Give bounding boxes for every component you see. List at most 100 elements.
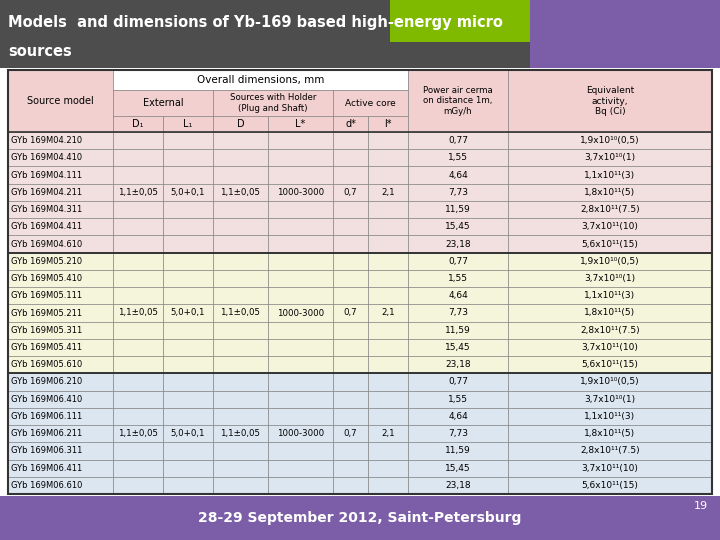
Text: 3,7x10¹⁰(1): 3,7x10¹⁰(1) [585,274,636,283]
Text: 3,7x10¹¹(10): 3,7x10¹¹(10) [582,343,639,352]
Bar [113,166,163,184]
Bar [333,305,368,322]
Text: L*: L* [295,119,305,129]
Bar [113,218,163,235]
Bar [333,184,368,201]
Text: Source model: Source model [27,96,94,106]
Bar [333,477,368,494]
Text: 5,0+0,1: 5,0+0,1 [171,188,205,197]
Bar [113,70,408,90]
Bar [8,70,113,132]
Bar [368,132,408,149]
Bar [368,390,408,408]
Text: 1000-3000: 1000-3000 [277,188,324,197]
Bar [163,356,213,373]
Bar [333,339,368,356]
Text: 5,6x10¹¹(15): 5,6x10¹¹(15) [582,360,639,369]
Bar [163,305,213,322]
Bar [268,132,333,149]
Text: GYb 169M05.210: GYb 169M05.210 [11,257,82,266]
Text: 1,9x10¹⁰(0,5): 1,9x10¹⁰(0,5) [580,257,640,266]
Bar [113,149,163,166]
Text: 1000-3000: 1000-3000 [277,429,324,438]
Bar [213,425,268,442]
Bar [390,42,530,68]
Bar [163,408,213,425]
Bar [333,287,368,305]
Text: 5,6x10¹¹(15): 5,6x10¹¹(15) [582,481,639,490]
Bar [213,322,268,339]
Text: 23,18: 23,18 [445,481,471,490]
Bar [8,322,113,339]
Bar [8,149,113,166]
Bar [333,253,368,270]
Text: sources: sources [8,44,72,59]
Bar [8,305,113,322]
Bar [113,116,163,132]
Text: GYb 169M05.410: GYb 169M05.410 [11,274,82,283]
Bar [333,425,368,442]
Text: 3,7x10¹¹(10): 3,7x10¹¹(10) [582,464,639,472]
Text: 3,7x10¹¹(10): 3,7x10¹¹(10) [582,222,639,231]
Bar [113,201,163,218]
Bar [508,390,712,408]
Bar [508,425,712,442]
Bar [268,253,333,270]
Text: 0,7: 0,7 [343,308,357,318]
Text: 0,7: 0,7 [343,429,357,438]
Bar [268,287,333,305]
Bar [408,218,508,235]
Bar [408,184,508,201]
Bar [333,132,368,149]
Bar [113,305,163,322]
Text: 15,45: 15,45 [445,222,471,231]
Bar [508,442,712,460]
Bar [213,132,268,149]
Bar [268,390,333,408]
Text: 1,1x10¹¹(3): 1,1x10¹¹(3) [585,412,636,421]
Bar [213,408,268,425]
Bar [508,132,712,149]
Bar [113,477,163,494]
Text: 1,55: 1,55 [448,153,468,163]
Bar [8,339,113,356]
Text: GYb 169M06.311: GYb 169M06.311 [11,447,82,455]
Bar [408,253,508,270]
Bar [268,218,333,235]
Bar [113,442,163,460]
Text: GYb 169M04.111: GYb 169M04.111 [11,171,82,180]
Bar [213,116,268,132]
Bar [163,253,213,270]
Text: 2,8x10¹¹(7.5): 2,8x10¹¹(7.5) [580,205,640,214]
Bar [368,339,408,356]
Bar [268,270,333,287]
Text: GYb 169M05.211: GYb 169M05.211 [11,308,82,318]
Bar [368,305,408,322]
Bar [113,339,163,356]
Bar [368,184,408,201]
Text: 3,7x10¹⁰(1): 3,7x10¹⁰(1) [585,395,636,404]
Bar [268,322,333,339]
Text: GYb 169M06.410: GYb 169M06.410 [11,395,82,404]
Bar [408,235,508,253]
Text: 7,73: 7,73 [448,429,468,438]
Bar [268,149,333,166]
Bar [8,373,113,390]
Text: 15,45: 15,45 [445,464,471,472]
Bar [268,235,333,253]
Bar [508,373,712,390]
Text: 4,64: 4,64 [448,171,468,180]
Bar [8,408,113,425]
Bar [333,149,368,166]
Bar [268,408,333,425]
Text: 1,8x10¹¹(5): 1,8x10¹¹(5) [585,429,636,438]
Bar [508,270,712,287]
Bar [163,116,213,132]
Text: 2,8x10¹¹(7.5): 2,8x10¹¹(7.5) [580,326,640,335]
Bar [8,201,113,218]
Text: 1,1±0,05: 1,1±0,05 [220,308,261,318]
Text: 1,8x10¹¹(5): 1,8x10¹¹(5) [585,188,636,197]
Bar [408,356,508,373]
Bar [508,218,712,235]
Text: GYb 169M06.610: GYb 169M06.610 [11,481,82,490]
